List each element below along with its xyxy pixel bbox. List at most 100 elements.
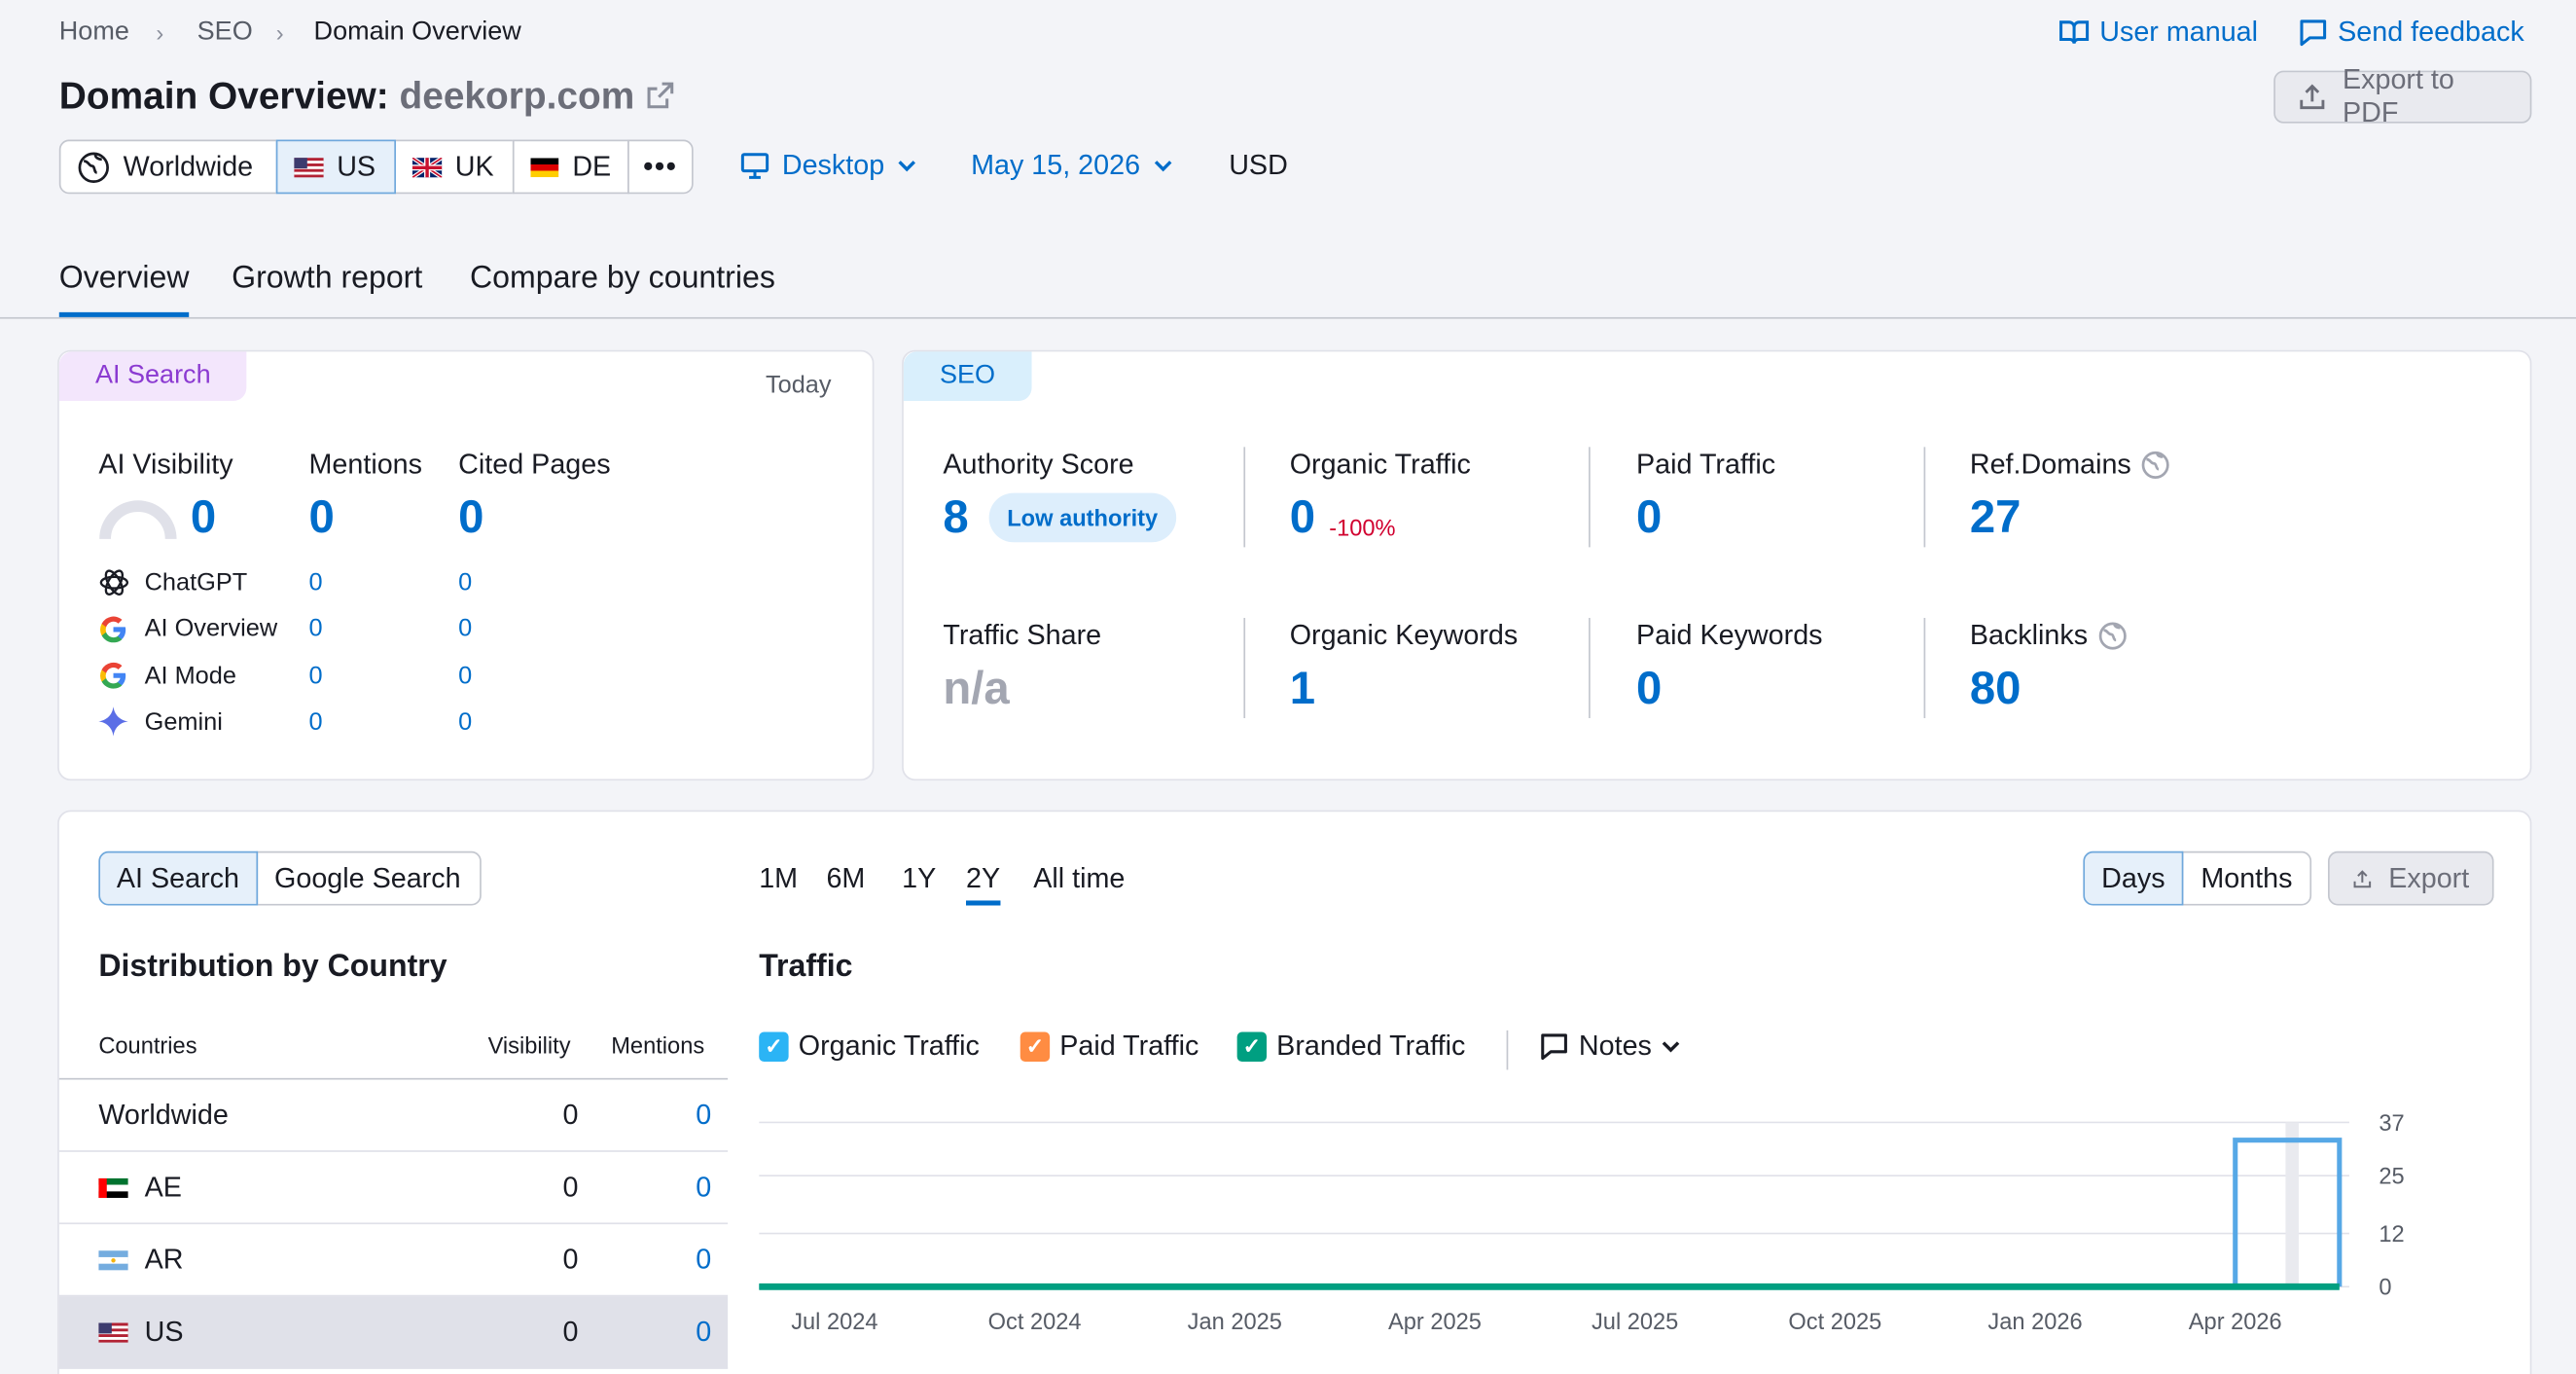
export-button[interactable]: Export (2327, 850, 2494, 906)
notes-dropdown[interactable]: Notes (1539, 1030, 1681, 1064)
paid-traffic-label: Paid Traffic (1636, 449, 1776, 481)
platform-cited[interactable]: 0 (458, 707, 473, 737)
country-mentions[interactable]: 0 (696, 1315, 712, 1347)
platform-name: Gemini (144, 707, 223, 737)
table-row[interactable]: AR 0 0 (58, 1224, 729, 1297)
user-manual-label: User manual (2099, 16, 2259, 48)
tab-compare-by-countries[interactable]: Compare by countries (469, 261, 775, 296)
chevron-down-icon (899, 161, 916, 172)
y-tick-label: 12 (2379, 1222, 2404, 1247)
platform-cited[interactable]: 0 (458, 614, 473, 643)
seo-chip: SEO (903, 351, 1032, 402)
traffic-chart[interactable]: 37 25 12 0 Jul 2024 Oct 2024 Jan 2025 Apr 2025 J… (759, 1101, 2517, 1347)
paid-traffic-value[interactable]: 0 (1636, 490, 1663, 543)
send-feedback-link[interactable]: Send feedback (2299, 17, 2524, 50)
upload-icon (2353, 869, 2372, 887)
domain-name[interactable]: deekorp.com (399, 73, 635, 117)
country-mentions[interactable]: 0 (696, 1098, 712, 1131)
period-1y[interactable]: 1Y (902, 862, 937, 894)
tab-growth-report[interactable]: Growth report (232, 261, 423, 296)
backlinks-text: Backlinks (1969, 619, 2089, 651)
export-pdf-button[interactable]: Export to PDF (2273, 64, 2532, 128)
region-label: Worldwide (123, 150, 254, 182)
country-name: AE (144, 1171, 182, 1203)
table-header-divider (58, 1077, 729, 1080)
legend-organic[interactable]: ✓ Organic Traffic (759, 1030, 980, 1064)
country-name: US (144, 1315, 184, 1347)
granularity-toggle: Days Months (2083, 850, 2312, 906)
y-tick-label: 0 (2379, 1276, 2391, 1301)
region-de[interactable]: DE (512, 139, 629, 195)
table-row[interactable]: Worldwide 0 0 (58, 1080, 729, 1152)
breadcrumb-current: Domain Overview (313, 18, 521, 47)
ai-visibility-value[interactable]: 0 (190, 490, 217, 543)
mentions-value[interactable]: 0 (308, 490, 335, 543)
ar-flag-icon (98, 1249, 128, 1270)
external-link-icon[interactable] (645, 81, 674, 110)
breadcrumb-seo[interactable]: SEO (197, 18, 253, 47)
google-search-toggle[interactable]: Google Search (256, 850, 482, 906)
chevron-right-icon: › (275, 19, 284, 47)
col-visibility: Visibility (487, 1031, 571, 1059)
platform-cited[interactable]: 0 (458, 568, 473, 597)
organic-traffic-change: -100% (1329, 514, 1396, 541)
globe-icon (2142, 451, 2170, 479)
checkbox-checked-icon: ✓ (1020, 1031, 1051, 1062)
country-name: Worldwide (98, 1098, 229, 1131)
legend-paid[interactable]: ✓ Paid Traffic (1020, 1030, 1199, 1064)
device-dropdown[interactable]: Desktop (740, 150, 917, 183)
period-1m[interactable]: 1M (759, 862, 799, 894)
authority-badge: Low authority (988, 492, 1176, 543)
platform-cited[interactable]: 0 (458, 662, 473, 691)
x-tick-label: Jul 2025 (1592, 1310, 1678, 1335)
backlinks-value[interactable]: 80 (1969, 662, 2021, 713)
platform-name: AI Mode (144, 662, 236, 691)
platform-name: ChatGPT (144, 568, 248, 597)
x-tick-label: Jan 2025 (1188, 1310, 1282, 1335)
more-regions-button[interactable]: ••• (627, 139, 694, 195)
organic-keywords-value[interactable]: 1 (1289, 662, 1315, 713)
mentions-label: Mentions (308, 449, 422, 481)
ref-domains-label: Ref.Domains (1970, 449, 2170, 482)
granularity-months[interactable]: Months (2181, 850, 2312, 906)
date-dropdown[interactable]: May 15, 2026 (971, 150, 1173, 183)
ai-visibility-label: AI Visibility (98, 449, 233, 481)
platform-mentions[interactable]: 0 (308, 707, 323, 737)
user-manual-link[interactable]: User manual (2058, 17, 2258, 50)
region-label: DE (572, 150, 612, 182)
authority-score-value[interactable]: 8 (943, 490, 969, 543)
book-icon (2059, 20, 2090, 45)
table-row[interactable]: AE 0 0 (58, 1152, 729, 1225)
comment-icon (1541, 1033, 1567, 1061)
country-mentions[interactable]: 0 (696, 1243, 712, 1275)
breadcrumb-home[interactable]: Home (58, 18, 129, 47)
google-icon (100, 616, 126, 643)
paid-keywords-value[interactable]: 0 (1636, 662, 1663, 713)
region-us[interactable]: US (275, 139, 396, 195)
google-icon (100, 662, 126, 689)
traffic-card: AI Search Google Search Distribution by … (57, 810, 2532, 1374)
granularity-days[interactable]: Days (2083, 850, 2184, 906)
ai-search-toggle[interactable]: AI Search (98, 850, 259, 906)
col-countries: Countries (98, 1031, 197, 1059)
ref-domains-value[interactable]: 27 (1969, 490, 2021, 543)
cited-pages-value[interactable]: 0 (458, 490, 484, 543)
tab-overview[interactable]: Overview (58, 262, 190, 317)
country-visibility: 0 (562, 1315, 579, 1347)
platform-mentions[interactable]: 0 (308, 568, 323, 597)
legend-branded[interactable]: ✓ Branded Traffic (1236, 1030, 1465, 1064)
ai-search-date: Today (765, 371, 832, 400)
country-mentions[interactable]: 0 (696, 1171, 712, 1203)
date-label: May 15, 2026 (971, 149, 1141, 181)
period-6m[interactable]: 6M (826, 862, 866, 894)
table-row[interactable]: US 0 0 (58, 1296, 729, 1369)
period-all-time[interactable]: All time (1033, 862, 1126, 894)
platform-mentions[interactable]: 0 (308, 662, 323, 691)
region-uk[interactable]: UK (394, 139, 515, 195)
date-highlight-band (2285, 1122, 2299, 1287)
period-2y[interactable]: 2Y (966, 863, 1001, 906)
us-flag-icon (98, 1321, 128, 1342)
organic-traffic-value[interactable]: 0 (1289, 490, 1315, 543)
platform-mentions[interactable]: 0 (308, 614, 323, 643)
region-worldwide[interactable]: Worldwide (58, 139, 278, 195)
